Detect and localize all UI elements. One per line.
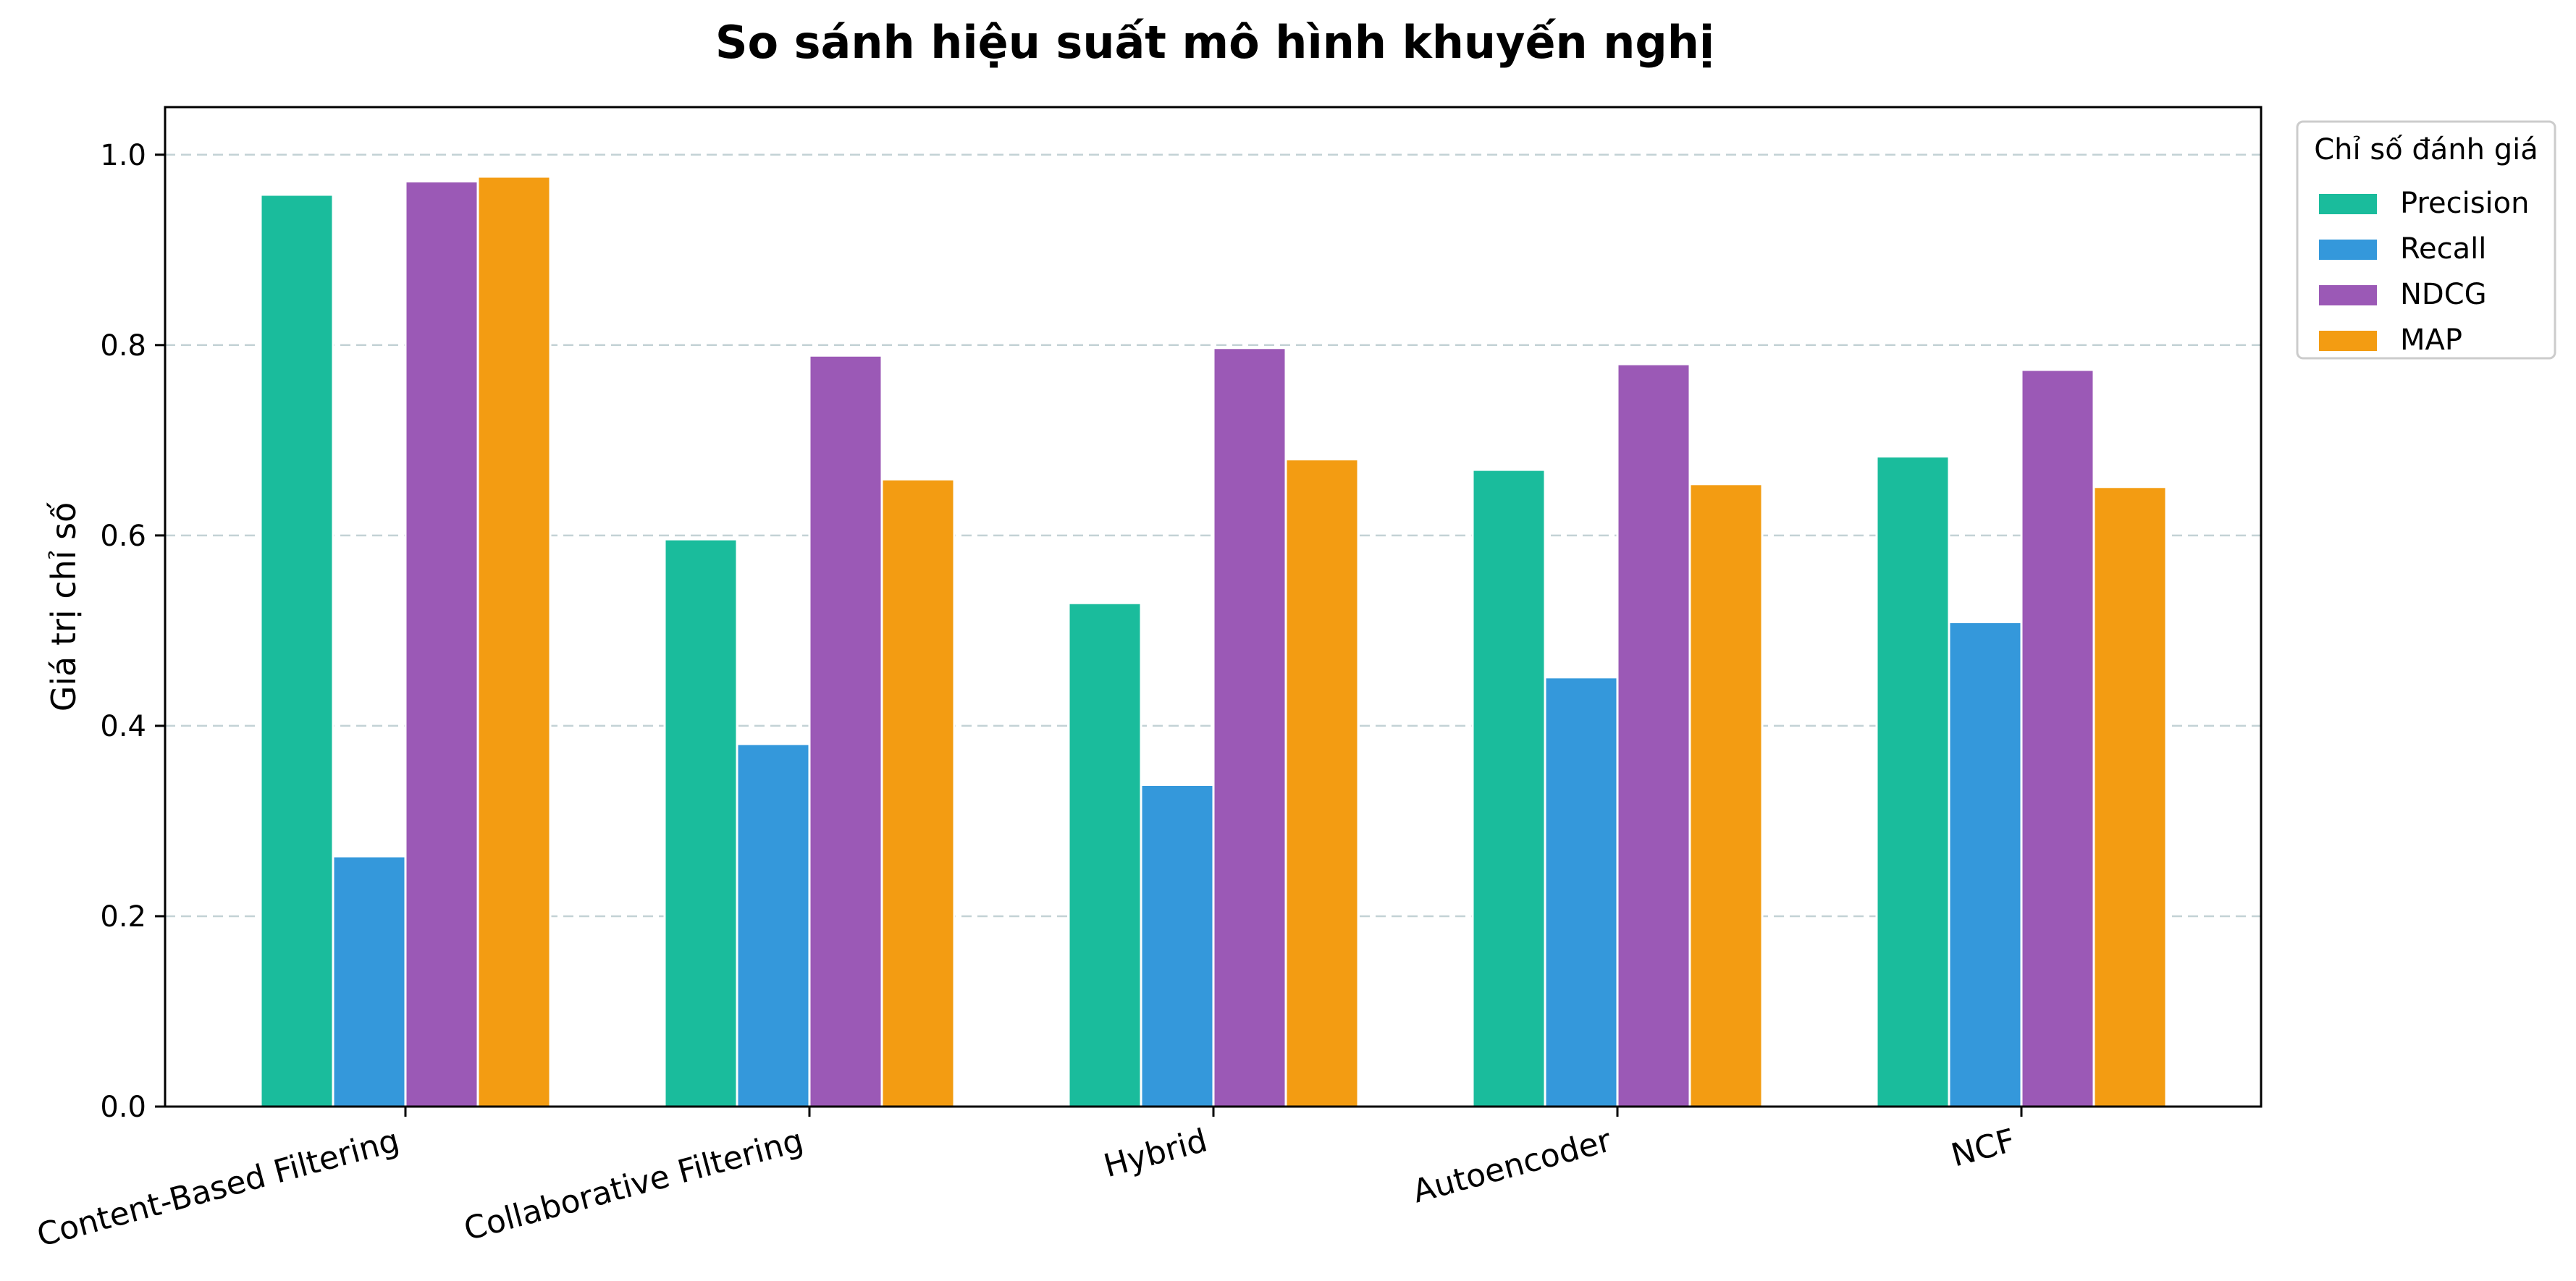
legend-swatch-map	[2319, 331, 2377, 351]
bar-recall-2	[736, 743, 811, 1108]
bar-ndcg-2	[808, 354, 883, 1108]
legend-label-recall: Recall	[2400, 232, 2486, 266]
bar-ndcg-3	[1212, 347, 1287, 1108]
bar-precision-5	[1875, 455, 1950, 1108]
y-tick-label: 0.4	[100, 710, 146, 743]
bar-recall-1	[332, 855, 407, 1108]
bar-map-1	[476, 175, 552, 1108]
bars	[259, 175, 2168, 1108]
bar-ndcg-4	[1616, 363, 1691, 1108]
bar-precision-2	[663, 538, 738, 1108]
legend-label-ndcg: NDCG	[2400, 278, 2487, 311]
y-tick-label: 1.0	[100, 139, 146, 172]
legend: Chỉ số đánh giá Precision Recall NDCG MAP	[2296, 120, 2556, 360]
bar-map-2	[880, 478, 956, 1108]
bar-ndcg-1	[404, 180, 479, 1108]
bar-recall-3	[1140, 783, 1215, 1108]
bar-map-5	[2092, 486, 2168, 1108]
y-axis: 0.0 0.2 0.4 0.6 0.8 1.0	[100, 139, 165, 1124]
y-axis-label: Giá trị chỉ số	[44, 502, 83, 712]
bar-recall-4	[1544, 676, 1619, 1108]
bar-ndcg-5	[2020, 368, 2095, 1108]
chart-title: So sánh hiệu suất mô hình khuyến nghị	[715, 16, 1714, 69]
bar-precision-3	[1067, 601, 1142, 1108]
y-tick-label: 0.2	[100, 900, 146, 934]
legend-label-map: MAP	[2400, 324, 2462, 357]
legend-title: Chỉ số đánh giá	[2314, 133, 2538, 166]
bar-map-3	[1284, 458, 1360, 1108]
bar-precision-4	[1471, 468, 1546, 1108]
bar-precision-1	[259, 193, 334, 1108]
bar-map-4	[1688, 483, 1764, 1108]
bar-recall-5	[1948, 621, 2023, 1108]
legend-swatch-recall	[2319, 240, 2377, 260]
y-tick-label: 0.6	[100, 520, 146, 553]
legend-swatch-precision	[2319, 194, 2377, 214]
y-tick-label: 0.8	[100, 329, 146, 363]
legend-swatch-ndcg	[2319, 285, 2377, 305]
y-tick-label: 0.0	[100, 1091, 146, 1124]
legend-label-precision: Precision	[2400, 187, 2529, 220]
